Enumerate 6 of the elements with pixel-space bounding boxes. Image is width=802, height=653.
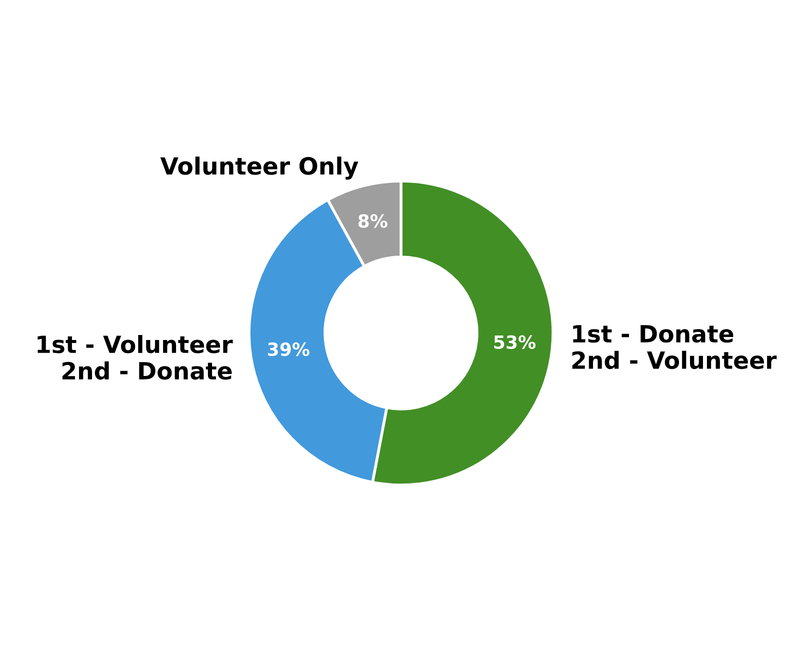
data-label: 53% (494, 335, 536, 349)
slice-label: Volunteer Only (160, 156, 358, 180)
data-label: 39% (268, 342, 310, 356)
slice-label: 1st - Volunteer 2nd - Donate (38, 334, 233, 380)
data-label: 8% (358, 214, 388, 228)
slice-label: 1st - Donate 2nd - Volunteer (572, 325, 777, 370)
